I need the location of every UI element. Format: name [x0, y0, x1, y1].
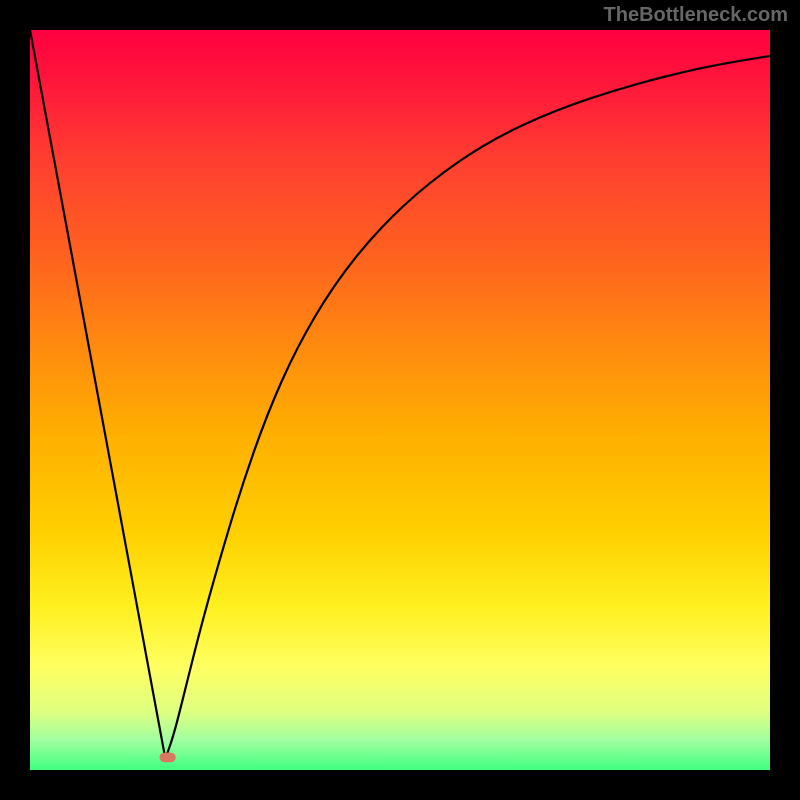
bottleneck-curve [30, 30, 770, 759]
curve-layer [30, 30, 770, 770]
minimum-marker [160, 753, 176, 763]
plot-area [30, 30, 770, 770]
chart-container: TheBottleneck.com [0, 0, 800, 800]
watermark-text: TheBottleneck.com [604, 4, 788, 27]
